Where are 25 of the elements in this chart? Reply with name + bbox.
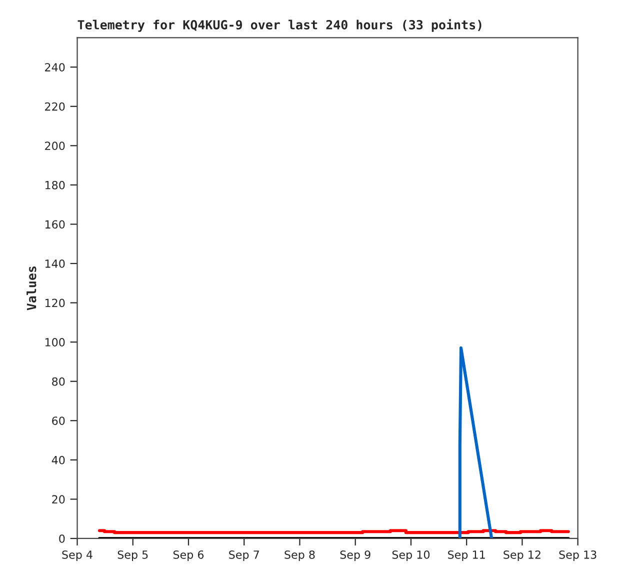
y-tick-label: 120 bbox=[45, 298, 65, 308]
x-tick-label: Sep 6 bbox=[173, 550, 204, 562]
y-tick-label: 220 bbox=[45, 102, 65, 111]
y-axis-title: Values bbox=[26, 266, 36, 310]
y-tick-label: 40 bbox=[52, 456, 65, 464]
y-tick-label: 60 bbox=[52, 416, 65, 426]
y-tick-label: 240 bbox=[45, 63, 65, 72]
y-tick-label: 160 bbox=[45, 220, 65, 229]
x-tick-label: Sep 7 bbox=[229, 550, 259, 562]
x-tick-label: Sep 5 bbox=[118, 550, 148, 562]
x-tick-label: Sep 12 bbox=[504, 550, 540, 562]
x-tick-label: Sep 9 bbox=[340, 550, 370, 562]
chart-title: Telemetry for KQ4KUG-9 over last 240 hours (33 points) bbox=[78, 19, 482, 32]
y-tick-label: 20 bbox=[52, 495, 65, 504]
x-tick-label: Sep 13 bbox=[559, 550, 596, 562]
y-tick-label: 180 bbox=[45, 180, 65, 190]
x-tick-label: Sep 8 bbox=[284, 550, 315, 562]
y-tick-label: 100 bbox=[45, 338, 65, 346]
x-tick-label: Sep 10 bbox=[392, 550, 430, 562]
y-tick-label: 140 bbox=[45, 259, 65, 268]
y-tick-label: 200 bbox=[45, 142, 65, 150]
x-tick-label: Sep 4 bbox=[62, 550, 92, 562]
y-tick-label: 0 bbox=[59, 534, 65, 543]
x-tick-label: Sep 11 bbox=[448, 550, 485, 562]
y-tick-label: 80 bbox=[52, 377, 65, 386]
